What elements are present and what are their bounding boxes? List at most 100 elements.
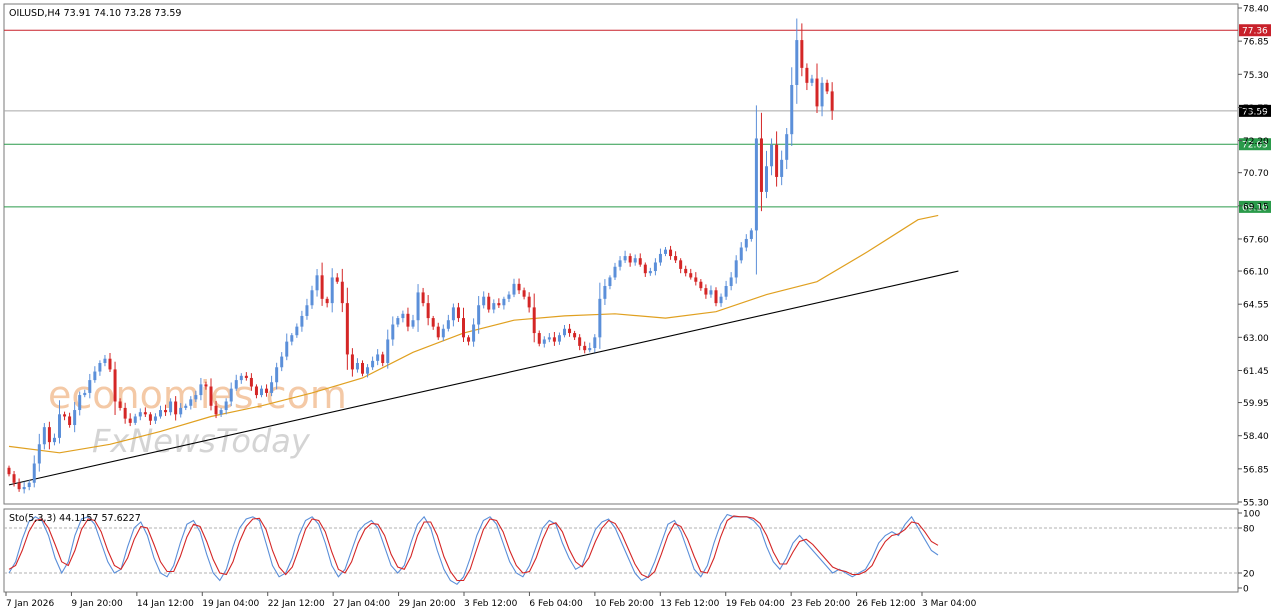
candle-body — [123, 407, 127, 419]
candle — [542, 336, 546, 348]
candle — [361, 360, 364, 377]
candle — [108, 352, 112, 372]
time-axis: 7 Jan 2026 9 Jan 20:00 14 Jan 12:00 19 Jan … — [5, 592, 977, 609]
price-tick-label: 66.10 — [1243, 268, 1269, 278]
candle-body — [810, 78, 814, 83]
candle-body — [280, 356, 284, 368]
stochastic-tick-label: 20 — [1243, 570, 1255, 580]
candle-body — [775, 144, 779, 177]
candle-body — [103, 358, 107, 363]
candle — [669, 245, 673, 260]
candle — [648, 267, 652, 276]
candle — [285, 333, 289, 361]
candle-body — [472, 324, 476, 342]
candle — [260, 385, 263, 398]
candle-body — [47, 427, 51, 443]
candle-body — [411, 320, 415, 327]
candle — [265, 384, 269, 397]
candle-body — [537, 333, 541, 344]
candle-body — [593, 337, 597, 349]
candle — [684, 265, 688, 277]
candle-body — [522, 290, 526, 297]
candle-body — [52, 437, 56, 443]
candle — [815, 63, 819, 114]
candle — [68, 412, 72, 428]
candle-body — [709, 290, 713, 295]
candle-body — [754, 138, 758, 231]
candle-body — [239, 375, 243, 381]
candle — [744, 234, 748, 252]
candle-body — [345, 303, 349, 355]
candle — [305, 298, 309, 320]
candle — [320, 262, 324, 306]
candle-body — [118, 401, 122, 408]
candle — [275, 362, 279, 390]
candle — [214, 400, 218, 419]
candle — [785, 128, 789, 170]
candle — [441, 324, 445, 342]
candle-body — [557, 335, 561, 342]
candle-body — [295, 326, 299, 336]
candle-body — [477, 305, 481, 325]
candle-body — [128, 418, 132, 423]
price-tick-label: 75.30 — [1243, 71, 1269, 81]
candle-body — [451, 307, 455, 321]
candle-body — [164, 410, 168, 413]
candle-body — [749, 230, 753, 239]
candle — [800, 23, 804, 77]
candle — [754, 105, 758, 275]
candle — [699, 279, 703, 291]
candle-body — [189, 399, 193, 406]
candle — [613, 262, 617, 281]
candle — [371, 356, 375, 370]
candle-body — [739, 247, 743, 261]
candle-body — [552, 337, 556, 342]
candle-body — [143, 412, 147, 415]
candle-body — [462, 318, 465, 338]
candlesticks — [7, 18, 834, 494]
candle-body — [108, 358, 112, 370]
candle — [52, 433, 56, 446]
candle-body — [441, 328, 445, 338]
candle — [431, 315, 435, 330]
watermark-economies: economies.com — [48, 373, 347, 417]
candle-body — [573, 333, 577, 338]
candle-body — [174, 401, 178, 415]
stochastic-signal-line — [8, 515, 939, 582]
candle-body — [249, 377, 253, 387]
candle — [143, 407, 147, 417]
candle — [805, 63, 809, 91]
time-tick-label: 3 Mar 04:00 — [922, 599, 977, 609]
level-tag-label: 77.36 — [1242, 27, 1268, 37]
candle — [63, 411, 67, 421]
candle — [47, 421, 51, 450]
candle — [204, 381, 208, 390]
candle-body — [507, 294, 511, 299]
candle-body — [194, 395, 198, 400]
candle-body — [290, 335, 294, 342]
candle — [381, 351, 385, 367]
candle-body — [719, 296, 723, 304]
candle-body — [98, 362, 102, 372]
stochastic-tick-label: 100 — [1243, 510, 1260, 520]
candle — [209, 378, 213, 411]
candle-body — [578, 337, 582, 346]
time-tick-label: 14 Jan 12:00 — [137, 599, 194, 609]
candle-body — [361, 362, 364, 374]
candle-body — [184, 405, 188, 408]
candle-body — [795, 40, 799, 85]
candle-body — [734, 260, 738, 278]
candle — [194, 390, 198, 403]
candle — [467, 335, 471, 346]
candle — [330, 268, 334, 313]
candle-body — [568, 328, 572, 334]
candle — [658, 248, 662, 266]
candle — [739, 242, 743, 264]
candle — [17, 478, 21, 492]
stochastic-tick-label: 0 — [1243, 585, 1249, 595]
candle-body — [315, 275, 319, 291]
candle-body — [446, 320, 450, 329]
candle — [310, 285, 314, 309]
candle — [704, 284, 708, 299]
time-tick-label: 19 Jan 04:00 — [202, 599, 259, 609]
